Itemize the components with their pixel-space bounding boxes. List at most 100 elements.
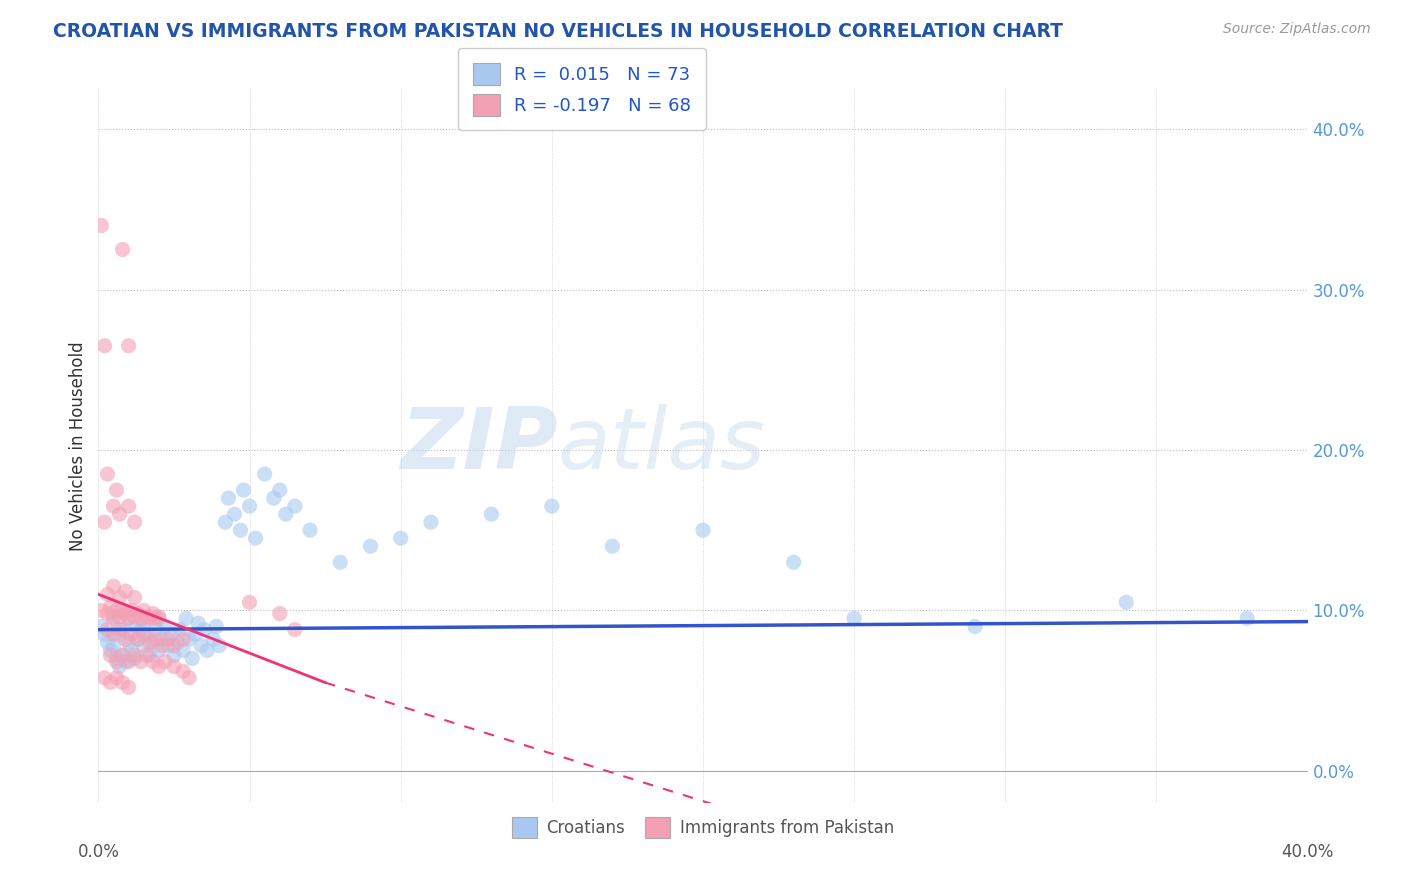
Point	[114, 632, 136, 647]
Point	[783, 555, 806, 569]
Point	[135, 648, 157, 663]
Point	[420, 515, 443, 529]
Point	[124, 651, 146, 665]
Point	[114, 584, 136, 599]
Text: CROATIAN VS IMMIGRANTS FROM PAKISTAN NO VEHICLES IN HOUSEHOLD CORRELATION CHART: CROATIAN VS IMMIGRANTS FROM PAKISTAN NO …	[53, 22, 1063, 41]
Point	[103, 609, 125, 624]
Point	[274, 507, 297, 521]
Point	[114, 607, 136, 621]
Point	[145, 611, 167, 625]
Point	[108, 609, 131, 624]
Point	[96, 635, 118, 649]
Point	[118, 681, 141, 695]
Point	[187, 616, 209, 631]
Point	[127, 632, 149, 647]
Point	[1236, 611, 1258, 625]
Point	[139, 635, 162, 649]
Point	[329, 555, 352, 569]
Point	[90, 219, 112, 233]
Point	[1115, 595, 1137, 609]
Point	[156, 639, 179, 653]
Point	[163, 639, 186, 653]
Point	[124, 515, 146, 529]
Point	[111, 675, 134, 690]
Point	[360, 539, 382, 553]
Point	[150, 632, 173, 647]
Point	[692, 523, 714, 537]
Point	[148, 643, 170, 657]
Point	[163, 659, 186, 673]
Point	[129, 655, 152, 669]
Point	[179, 632, 201, 647]
Point	[148, 611, 170, 625]
Point	[602, 539, 624, 553]
Point	[132, 616, 155, 631]
Point	[299, 523, 322, 537]
Point	[129, 611, 152, 625]
Point	[172, 632, 194, 647]
Point	[195, 643, 218, 657]
Point	[90, 619, 112, 633]
Point	[148, 659, 170, 673]
Point	[118, 611, 141, 625]
Point	[118, 339, 141, 353]
Point	[202, 632, 225, 647]
Point	[111, 243, 134, 257]
Point	[263, 491, 285, 505]
Point	[93, 671, 115, 685]
Point	[103, 611, 125, 625]
Point	[239, 595, 262, 609]
Point	[193, 623, 215, 637]
Point	[142, 607, 165, 621]
Point	[114, 655, 136, 669]
Point	[245, 531, 267, 545]
Point	[142, 655, 165, 669]
Point	[129, 623, 152, 637]
Point	[844, 611, 866, 625]
Point	[145, 623, 167, 637]
Point	[139, 648, 162, 663]
Point	[284, 499, 307, 513]
Point	[179, 671, 201, 685]
Point	[108, 591, 131, 605]
Point	[481, 507, 503, 521]
Point	[111, 603, 134, 617]
Point	[96, 587, 118, 601]
Point	[269, 483, 291, 497]
Point	[181, 651, 204, 665]
Point	[160, 627, 183, 641]
Point	[145, 632, 167, 647]
Text: Source: ZipAtlas.com: Source: ZipAtlas.com	[1223, 22, 1371, 37]
Point	[139, 611, 162, 625]
Point	[389, 531, 412, 545]
Point	[153, 655, 176, 669]
Point	[100, 600, 122, 615]
Point	[103, 639, 125, 653]
Point	[105, 483, 128, 497]
Point	[135, 627, 157, 641]
Text: 0.0%: 0.0%	[77, 843, 120, 861]
Point	[153, 619, 176, 633]
Point	[108, 507, 131, 521]
Point	[93, 339, 115, 353]
Point	[100, 643, 122, 657]
Point	[127, 632, 149, 647]
Point	[118, 499, 141, 513]
Point	[217, 491, 239, 505]
Point	[540, 499, 562, 513]
Point	[150, 639, 173, 653]
Point	[172, 665, 194, 679]
Point	[105, 651, 128, 665]
Point	[166, 635, 188, 649]
Point	[96, 467, 118, 481]
Point	[108, 623, 131, 637]
Point	[135, 609, 157, 624]
Point	[118, 611, 141, 625]
Point	[163, 648, 186, 663]
Point	[105, 671, 128, 685]
Point	[124, 591, 146, 605]
Point	[118, 655, 141, 669]
Point	[174, 611, 197, 625]
Point	[169, 623, 191, 637]
Point	[205, 619, 228, 633]
